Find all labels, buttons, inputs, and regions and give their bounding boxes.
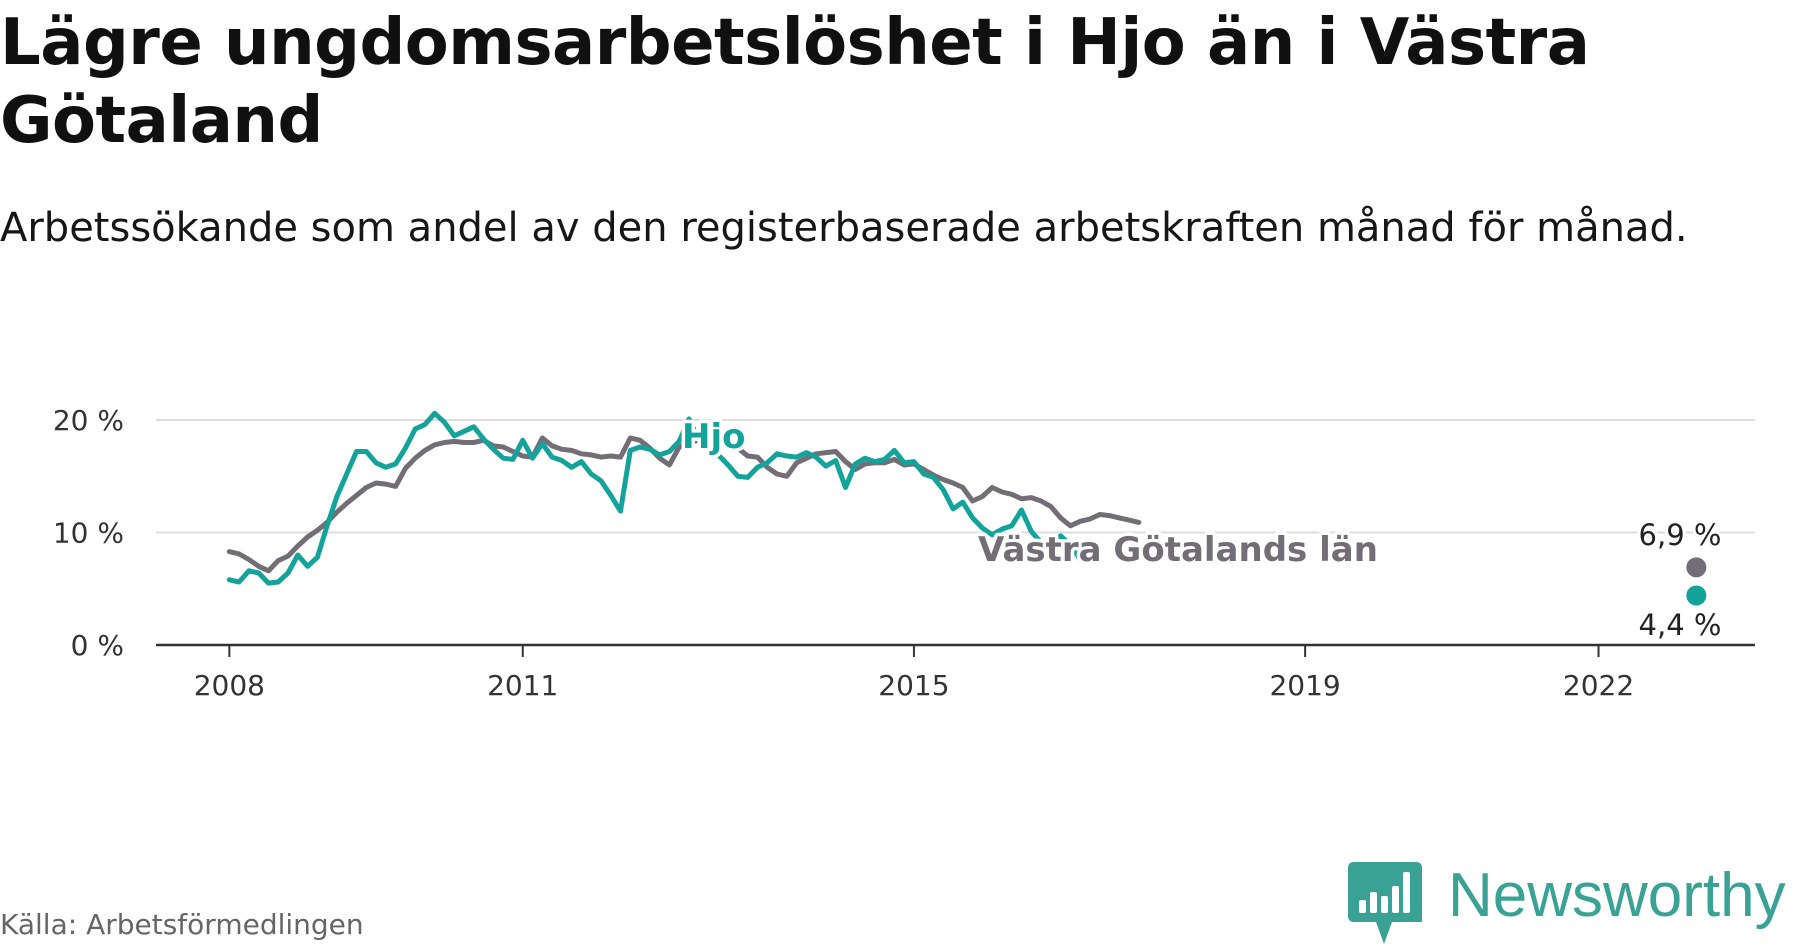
end-label-hjo: 4,4 % — [1639, 608, 1722, 642]
tick-label-layer: 0 % 10 % 20 % 2008 2011 2015 2019 2022 — [53, 404, 1634, 700]
y-tick-label: 0 % — [71, 629, 124, 662]
bar-chart-icon — [1348, 862, 1422, 944]
grid-layer — [156, 419, 1755, 657]
series-line-hjo — [226, 410, 1083, 586]
chart-subtitle: Arbetssökande som andel av den registerb… — [0, 205, 1688, 251]
series-label-vastra-gotaland: Västra Götalands län — [978, 530, 1378, 570]
chart-title: Lägre ungdomsarbetslöshet i Hjo än i Väs… — [0, 6, 1590, 158]
y-tick-label: 20 % — [53, 404, 124, 437]
series-label-hjo: Hjo — [682, 417, 745, 457]
source-note: Källa: Arbetsförmedlingen — [0, 908, 364, 941]
line-chart: 0 % 10 % 20 % 2008 2011 2015 2019 2022 Hjo Västr… — [53, 404, 1755, 700]
series-label-layer: Hjo Västra Götalands län 6,9 % 4,4 % — [679, 414, 1725, 646]
brand-name: Newsworthy — [1448, 861, 1786, 930]
x-tick-label: 2011 — [487, 669, 558, 700]
y-tick-label: 10 % — [53, 517, 124, 550]
end-label-vastra-gotaland: 6,9 % — [1639, 518, 1722, 552]
x-tick-label: 2008 — [194, 669, 265, 700]
x-tick-label: 2019 — [1269, 669, 1340, 700]
x-tick-label: 2022 — [1563, 669, 1634, 700]
end-point-vastra-gotaland — [1686, 557, 1707, 578]
end-point-hjo — [1686, 585, 1707, 606]
series-line-vastra-gotaland — [226, 435, 1142, 574]
series-layer — [226, 410, 1707, 606]
x-tick-label: 2015 — [878, 669, 949, 700]
